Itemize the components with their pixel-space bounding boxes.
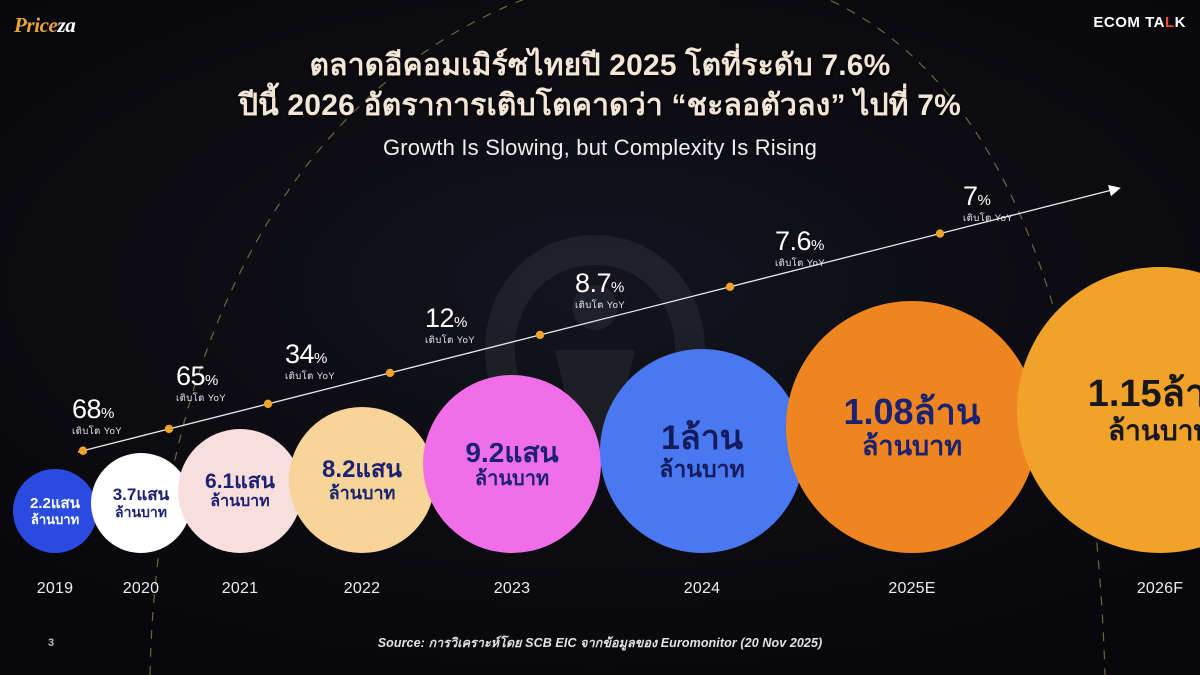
title-line-2: ปีนี้ 2026 อัตราการเติบโตคาดว่า “ชะลอตัว… <box>238 88 962 122</box>
bubble-value-label: 1.15ล้าน <box>1087 372 1200 415</box>
bubble-value-label: 8.2แสน <box>322 456 402 484</box>
bubble-2021: 6.1แสน ล้านบาท <box>178 429 302 553</box>
bubble-unit-label: ล้านบาท <box>659 456 745 483</box>
bubble-2026f: 1.15ล้านล้านบาท <box>1017 267 1200 553</box>
bubble-unit-label: ล้านบาท <box>474 467 550 490</box>
trend-point-2024 <box>725 282 735 291</box>
trend-point-2023 <box>535 330 545 340</box>
bubble-unit-label: ล้านบาท <box>861 431 963 462</box>
growth-percent-sign: % <box>611 279 625 296</box>
trend-point-2020 <box>164 424 174 434</box>
bubble-2025e: 1.08ล้าน ล้านบาท <box>786 301 1038 553</box>
bubble-2020: 3.7แสน ล้านบาท <box>91 453 191 553</box>
priceza-logo-primary: Price <box>14 13 58 37</box>
year-label-2022: 2022 <box>343 580 381 597</box>
subtitle: Growth Is Slowing, but Complexity Is Ris… <box>382 134 818 160</box>
trend-point-2022 <box>385 368 395 378</box>
growth-yoy-caption: เติบโต YoY <box>72 426 123 437</box>
bubble-unit-label: ล้านบาท <box>30 511 80 527</box>
growth-percent-sign: % <box>101 405 115 422</box>
year-label-2026f: 2026F <box>1136 580 1184 597</box>
bubble-value-label: 1.08ล้าน <box>843 391 981 433</box>
bubble-2024: 1ล้าน ล้านบาท <box>600 349 804 553</box>
growth-label-2019: 68% เติบโต YoY <box>72 396 122 439</box>
ecomtalk-logo-post: K <box>1174 14 1186 31</box>
bubble-value-label: 3.7แสน <box>112 485 170 505</box>
growth-label-2024: 7.6% เติบโต YoY <box>775 228 825 271</box>
bubble-value-label: 1ล้าน <box>660 418 744 457</box>
growth-value: 7.6 <box>775 226 812 256</box>
trend-point-2025e <box>935 229 945 238</box>
bubble-unit-label: ล้านบาท <box>1108 414 1200 446</box>
year-label-2025e: 2025E <box>888 580 936 597</box>
growth-yoy-caption: เติบโต YoY <box>963 213 1014 224</box>
growth-label-2025e: 7% เติบโต YoY <box>963 183 1013 226</box>
growth-percent-sign: % <box>205 372 219 389</box>
growth-label-2021: 34% เติบโต YoY <box>285 341 335 384</box>
page-number: 3 <box>48 637 55 649</box>
growth-value: 7 <box>963 181 978 211</box>
growth-yoy-caption: เติบโต YoY <box>425 335 476 346</box>
trend-point-2021 <box>263 399 273 409</box>
bubble-value-label: 6.1แสน <box>205 470 275 494</box>
growth-yoy-caption: เติบโต YoY <box>285 371 336 382</box>
ecomtalk-logo: ECOM TALK <box>1093 14 1186 31</box>
bubble-2022: 8.2แสน ล้านบาท <box>289 407 435 553</box>
bubble-value-label: 9.2แสน <box>465 437 559 469</box>
source-note: Source: การวิเคราะห์โดย SCB EIC จากข้อมู… <box>377 636 823 650</box>
growth-yoy-caption: เติบโต YoY <box>176 393 227 404</box>
growth-percent-sign: % <box>977 192 991 209</box>
bubble-2023: 9.2แสน ล้านบาท <box>423 375 601 553</box>
title-line-1: ตลาดอีคอมเมิร์ซไทยปี 2025 โตที่ระดับ 7.6… <box>309 49 891 82</box>
priceza-logo-secondary: za <box>57 13 76 37</box>
growth-yoy-caption: เติบโต YoY <box>575 300 626 311</box>
growth-percent-sign: % <box>454 314 468 331</box>
bubble-unit-label: ล้านบาท <box>210 493 270 511</box>
bubble-unit-label: ล้านบาท <box>328 482 396 503</box>
growth-label-2023: 8.7% เติบโต YoY <box>575 270 625 313</box>
year-label-2024: 2024 <box>683 580 721 597</box>
trend-point-2019 <box>78 446 88 455</box>
growth-value: 8.7 <box>575 268 612 298</box>
growth-label-2022: 12% เติบโต YoY <box>425 305 475 348</box>
ecomtalk-logo-accent: L <box>1164 14 1175 31</box>
growth-value: 68 <box>72 394 102 424</box>
growth-percent-sign: % <box>811 237 825 254</box>
year-label-2023: 2023 <box>493 580 531 597</box>
year-label-2020: 2020 <box>122 580 160 597</box>
growth-label-2020: 65% เติบโต YoY <box>176 363 226 406</box>
growth-value: 34 <box>285 339 315 369</box>
growth-value: 12 <box>425 303 455 333</box>
growth-percent-sign: % <box>314 350 328 367</box>
bubble-2019: 2.2แสน ล้านบาท <box>13 469 97 553</box>
title-block: ตลาดอีคอมเมิร์ซไทยปี 2025 โตที่ระดับ 7.6… <box>0 46 1200 161</box>
growth-yoy-caption: เติบโต YoY <box>775 258 826 269</box>
ecomtalk-logo-pre: ECOM TA <box>1093 14 1165 31</box>
priceza-logo: Priceza <box>14 13 76 38</box>
year-label-2019: 2019 <box>36 580 74 597</box>
year-label-2021: 2021 <box>221 580 259 597</box>
growth-value: 65 <box>176 361 206 391</box>
bubble-unit-label: ล้านบาท <box>115 504 167 521</box>
bubble-value-label: 2.2แสน <box>30 494 80 512</box>
